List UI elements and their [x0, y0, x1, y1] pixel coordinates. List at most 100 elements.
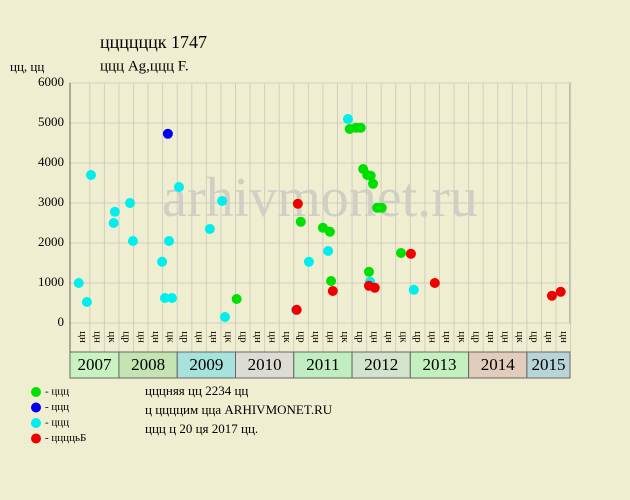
legend-swatch — [31, 402, 41, 413]
x-tick-label: цн — [194, 331, 206, 343]
point — [365, 170, 376, 181]
point — [342, 114, 353, 124]
year-band — [293, 351, 353, 379]
point — [73, 278, 84, 288]
point — [376, 202, 387, 213]
x-tick-label: цн — [252, 331, 264, 343]
point — [355, 122, 366, 133]
year-label: 2012 — [364, 355, 398, 374]
year-band — [351, 351, 411, 379]
chart-subtitle: ццц Ag,ццц F. — [100, 58, 189, 74]
x-tick-label: цр — [412, 331, 424, 343]
point — [159, 293, 170, 303]
point — [555, 286, 566, 297]
x-tick-label: цк — [514, 331, 526, 343]
x-tick-label: цр — [529, 331, 541, 343]
y-tick-label: 0 — [58, 314, 65, 329]
legend-label: - ццц — [45, 417, 69, 429]
x-tick-label: цк — [106, 331, 118, 343]
x-tick-label: цн — [543, 331, 555, 343]
x-tick-label: цн — [427, 331, 439, 343]
x-tick-label: цр — [121, 331, 133, 343]
point — [173, 182, 184, 192]
point — [324, 226, 335, 237]
point — [323, 246, 334, 256]
note: ц ццццим цца ARHIVMONET.RU — [145, 402, 333, 417]
point — [108, 218, 119, 228]
x-tick-label: цк — [339, 331, 351, 343]
point — [162, 128, 173, 139]
point — [295, 216, 306, 227]
legend-swatch — [31, 418, 41, 428]
x-tick-label: цн — [150, 331, 162, 343]
year-label: 2015 — [531, 355, 565, 374]
y-tick-label: 3000 — [38, 194, 64, 209]
point — [204, 224, 215, 234]
y-tick-label: 6000 — [38, 74, 64, 89]
year-band — [118, 351, 178, 379]
point — [292, 198, 303, 209]
point — [157, 256, 168, 267]
point — [291, 304, 302, 315]
x-tick-label: цн — [441, 331, 453, 343]
point — [429, 278, 440, 288]
year-band — [409, 351, 470, 379]
point — [396, 248, 407, 258]
x-tick-label: цк — [281, 331, 293, 343]
x-tick-label: цн — [135, 331, 147, 343]
year-label: 2010 — [248, 355, 282, 374]
point — [363, 266, 374, 277]
x-tick-label: цн — [485, 331, 497, 343]
y-axis-label: цц, цц — [10, 59, 44, 74]
point — [164, 236, 175, 246]
y-tick-label: 4000 — [38, 154, 64, 169]
point — [405, 248, 416, 259]
legend-label: - ццц — [45, 401, 69, 413]
year-label: 2007 — [77, 355, 112, 374]
x-tick-label: цн — [266, 331, 278, 343]
point — [327, 286, 338, 296]
x-tick-label: цр — [470, 331, 482, 343]
point — [217, 196, 228, 206]
point — [127, 236, 138, 246]
year-label: 2011 — [306, 355, 339, 374]
point — [303, 256, 314, 267]
point — [109, 206, 120, 217]
x-tick-label: цр — [354, 331, 366, 343]
x-tick-label: цн — [499, 331, 511, 343]
year-band — [69, 351, 120, 379]
legend-label: - ццццьБ — [45, 432, 86, 444]
year-label: 2013 — [422, 355, 456, 374]
point — [408, 284, 419, 295]
point — [81, 297, 92, 307]
x-tick-label: цн — [92, 331, 104, 343]
x-tick-label: цн — [208, 331, 220, 343]
point — [166, 293, 177, 303]
point — [368, 178, 379, 189]
legend-label: - ццц — [45, 386, 69, 398]
x-tick-label: цр — [179, 331, 191, 343]
x-tick-label: цн — [325, 331, 337, 343]
x-tick-label: цн — [558, 331, 570, 343]
y-tick-label: 5000 — [38, 114, 64, 129]
x-tick-label: цн — [368, 331, 380, 343]
year-label: 2008 — [131, 355, 165, 374]
x-tick-label: цр — [237, 331, 249, 343]
point — [220, 312, 231, 322]
year-label: 2009 — [189, 355, 223, 374]
x-tick-label: цн — [77, 331, 89, 343]
year-label: 2014 — [481, 355, 516, 374]
point — [326, 276, 337, 286]
x-tick-label: цн — [310, 331, 322, 343]
note: ццц ц 20 ця 2017 цц. — [145, 421, 258, 436]
point — [85, 170, 96, 180]
x-tick-label: цн — [383, 331, 395, 343]
point — [125, 198, 136, 208]
year-band — [235, 351, 295, 379]
point — [546, 290, 557, 301]
y-tick-label: 2000 — [38, 234, 64, 249]
note: цццняя цц 2234 цц — [145, 383, 248, 398]
watermark: arhivmonet.ru — [162, 167, 478, 229]
legend-swatch — [31, 433, 41, 444]
